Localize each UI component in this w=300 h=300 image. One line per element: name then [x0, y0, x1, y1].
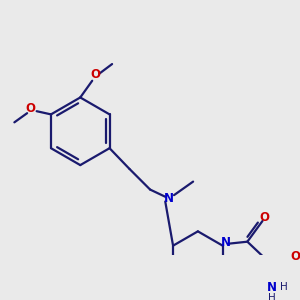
Text: O: O — [290, 250, 300, 262]
Text: O: O — [25, 102, 35, 115]
Text: N: N — [164, 192, 174, 205]
Text: H: H — [268, 293, 275, 300]
Text: O: O — [90, 68, 100, 81]
Text: N: N — [221, 236, 231, 249]
Text: H: H — [280, 282, 288, 292]
Text: O: O — [260, 211, 269, 224]
Text: N: N — [267, 281, 277, 294]
